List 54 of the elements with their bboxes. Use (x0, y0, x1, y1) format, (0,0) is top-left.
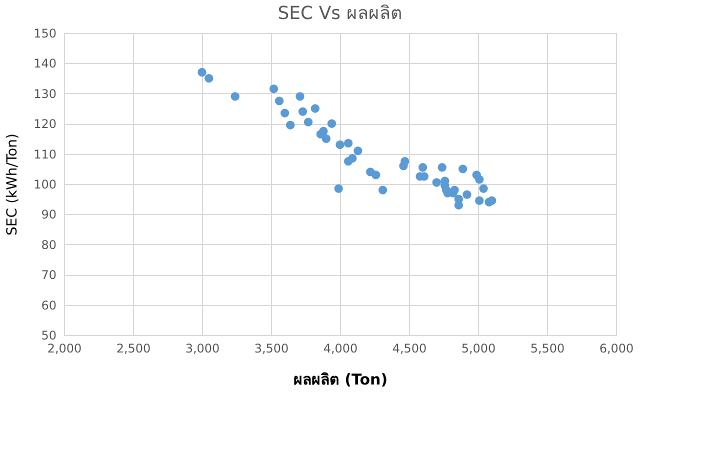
x-tick-label: 6,000 (599, 342, 634, 356)
x-tick-label: 4,000 (323, 342, 358, 356)
y-tick-label: 60 (41, 298, 56, 312)
y-tick-label: 120 (34, 117, 56, 132)
y-tick-label: 90 (41, 208, 56, 222)
point (344, 138, 353, 148)
x-tick-label: 5,500 (530, 342, 565, 356)
x-tick-label: 5,000 (461, 342, 496, 356)
point (296, 92, 304, 101)
x-axis-title: ผลผลิต (Ton) (293, 370, 388, 388)
point (432, 178, 441, 187)
y-tick-label: 140 (34, 56, 56, 71)
point (475, 196, 484, 205)
point (269, 84, 278, 94)
y-tick-label: 130 (34, 86, 56, 101)
point (348, 154, 357, 163)
point (310, 104, 320, 113)
point (298, 107, 308, 116)
y-tick-label: 80 (41, 238, 56, 252)
x-tick-label: 4,500 (392, 342, 427, 356)
point (458, 164, 468, 174)
point (304, 118, 313, 126)
point (286, 120, 295, 130)
y-axis-title: SEC (kWh/Ton) (4, 133, 21, 236)
point (372, 170, 380, 180)
point (475, 175, 484, 184)
point (322, 134, 331, 144)
x-tick-label: 2,500 (116, 342, 151, 356)
point (336, 140, 344, 150)
point (198, 68, 206, 77)
point (378, 186, 388, 194)
point (274, 96, 284, 106)
y-tick-label: 50 (41, 328, 56, 342)
point (230, 92, 240, 101)
point (400, 157, 410, 166)
point (319, 126, 328, 136)
x-tick-label: 2,000 (47, 342, 82, 356)
point (204, 74, 214, 83)
point (438, 163, 446, 172)
point (450, 186, 459, 194)
point (462, 190, 472, 199)
y-tick-label: 110 (34, 147, 56, 162)
chart-title: SEC Vs ผลผลิต (278, 3, 402, 24)
point (479, 184, 488, 193)
y-tick-label: 150 (34, 26, 56, 40)
y-tick-label: 100 (34, 178, 56, 192)
point (327, 119, 336, 128)
point (354, 146, 362, 156)
point (418, 163, 428, 172)
y-tick-label: 70 (41, 268, 56, 282)
x-tick-label: 3,500 (254, 342, 289, 356)
point (334, 184, 343, 193)
point (280, 108, 290, 118)
x-tick-label: 3,000 (185, 342, 220, 356)
